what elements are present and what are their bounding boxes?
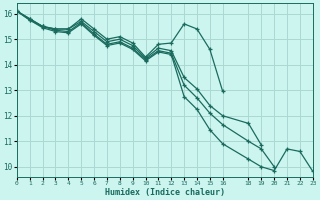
X-axis label: Humidex (Indice chaleur): Humidex (Indice chaleur) bbox=[105, 188, 225, 197]
